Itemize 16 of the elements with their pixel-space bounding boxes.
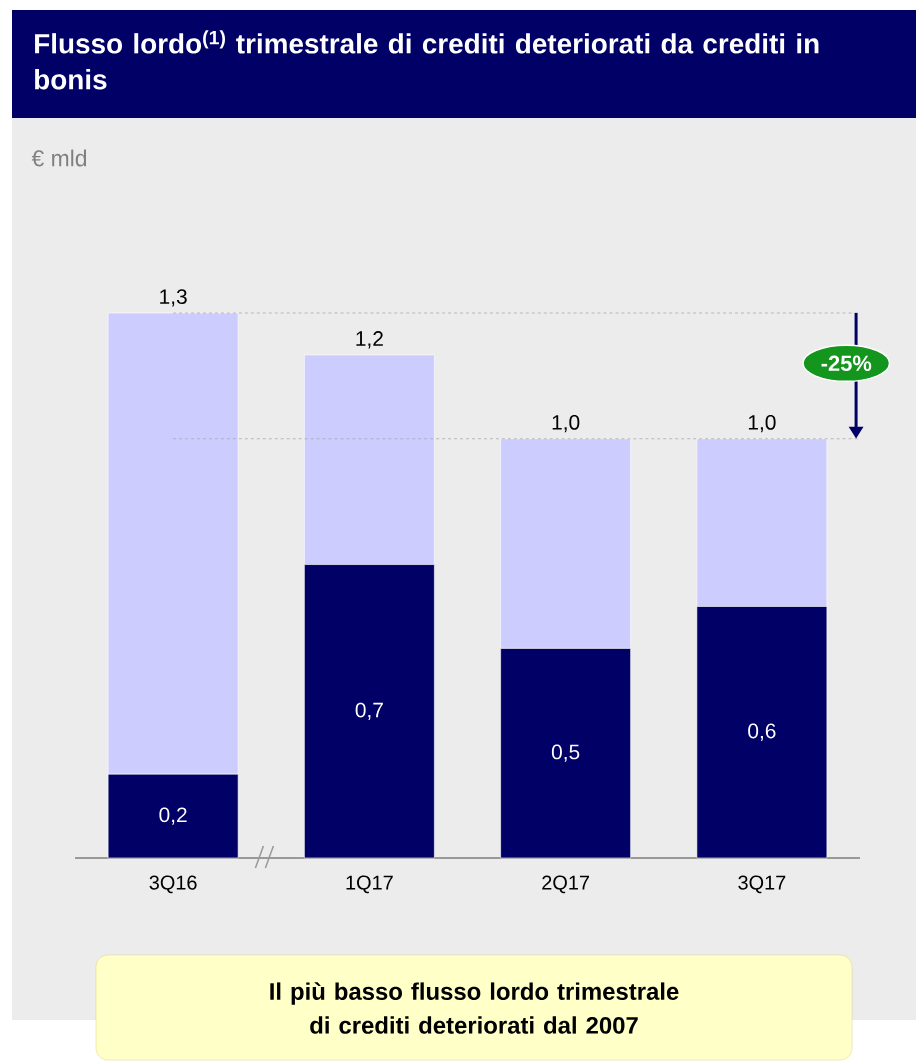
data-label: 0,2: [159, 807, 187, 825]
total-label: 1,0: [748, 414, 776, 433]
total-label: 1,0: [552, 414, 580, 433]
x-tick-label: 1Q17: [346, 875, 393, 894]
total-label: 1,3: [160, 289, 187, 307]
x-tick-label: 3Q17: [738, 875, 786, 894]
data-label: 0,5: [551, 744, 580, 762]
x-tick-label: 3Q16: [149, 875, 197, 894]
chart-title: Flusso lordo$^{(1)}$ trimestrale di crediti deteriorati da crediti in bonis: [35, 30, 819, 90]
annotation: -25%: [821, 355, 872, 372]
data-label: 0,7: [355, 702, 383, 720]
x-tick-label: 2Q17: [542, 875, 589, 894]
text: € mld: [31, 149, 87, 167]
total-label: 1,2: [356, 331, 383, 349]
text: Il più basso flusso lordo trimestrale di crediti deteriorati dal 2007: [270, 982, 679, 1034]
data-label: 0,6: [748, 723, 776, 741]
